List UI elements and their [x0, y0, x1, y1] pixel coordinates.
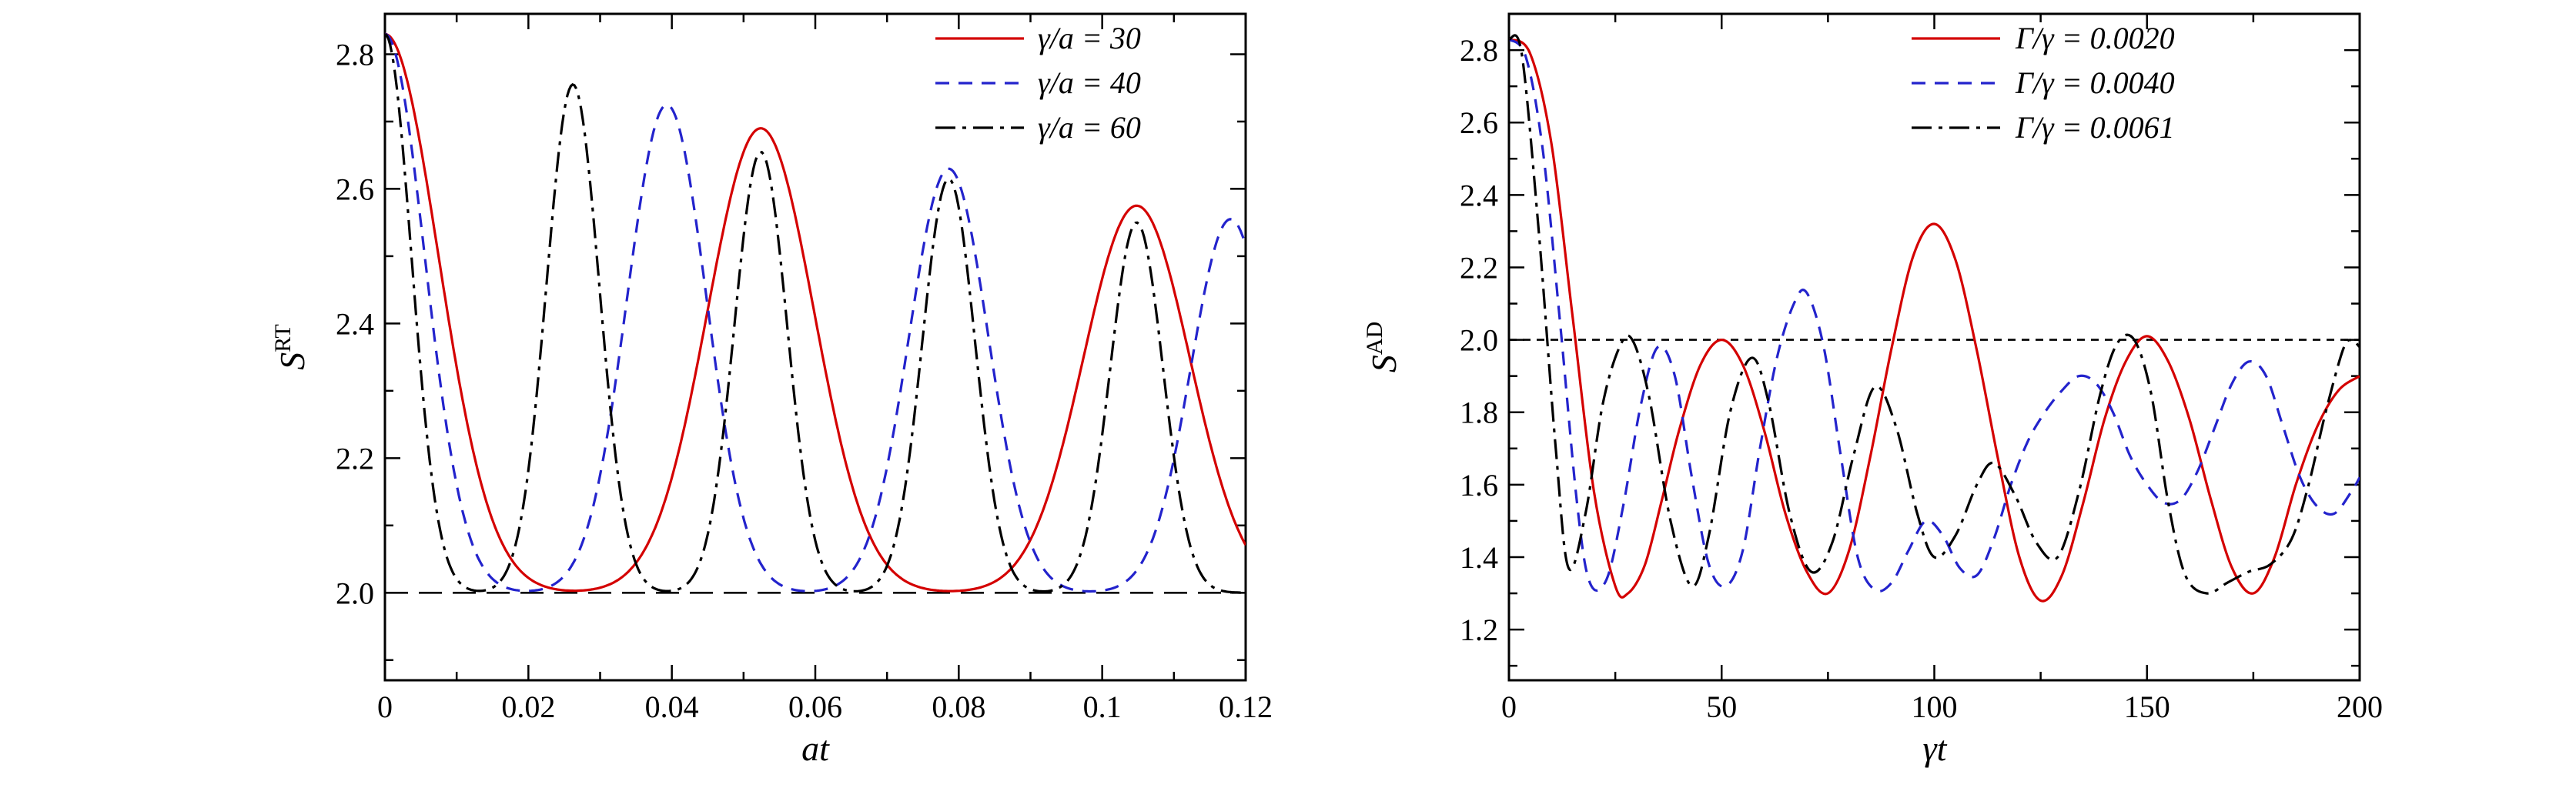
y-tick-label: 1.8 [1460, 396, 1498, 430]
x-axis-label: γt [1923, 729, 1948, 768]
x-tick-label: 0.06 [788, 690, 842, 724]
left-chart: 0 0.02 0.04 0.06 0.08 0.1 0.122.02.22.42.62.8 … [270, 12, 1273, 768]
legend-label-2: γ/a = 60 [1038, 110, 1141, 145]
x-tick-label: 0.1 [1083, 690, 1122, 724]
x-tick-label: 100 [1912, 690, 1958, 724]
x-tick-label: 0.12 [1219, 690, 1273, 724]
legend-label-1: γ/a = 40 [1038, 65, 1141, 100]
legend: γ/a = 30 γ/a = 40 γ/a = 60 [935, 21, 1141, 145]
legend-label-0: Γ/γ = 0.0020 [2015, 21, 2175, 55]
legend: Γ/γ = 0.0020 Γ/γ = 0.0040 Γ/γ = 0.0061 [1912, 21, 2175, 145]
x-axis-label: at [801, 729, 830, 768]
y-tick-label: 2.8 [1460, 33, 1498, 68]
legend-label-2: Γ/γ = 0.0061 [2015, 110, 2175, 145]
y-axis-label: SRT [270, 324, 312, 370]
y-axis-label-superscript: RT [270, 324, 296, 352]
x-tick-label: 0.02 [501, 690, 555, 724]
x-tick-label: 150 [2124, 690, 2170, 724]
y-tick-label: 2.4 [1460, 178, 1498, 212]
series-curve-2 [1509, 34, 2360, 595]
x-tick-label: 0.04 [645, 690, 699, 724]
y-axis-label-base: S [1364, 355, 1403, 372]
right-chart: 0 50 100 150 2001.21.41.61.82.02.22.42.62.8 … [1362, 12, 2383, 768]
x-tick-label: 0 [377, 690, 393, 724]
legend-label-1: Γ/γ = 0.0040 [2015, 65, 2175, 100]
series-curve-1 [1509, 38, 2360, 593]
y-tick-label: 1.4 [1460, 540, 1498, 575]
y-tick-label: 2.0 [1460, 323, 1498, 358]
y-axis-label: SAD [1362, 322, 1403, 372]
series-curve-0 [1509, 38, 2360, 603]
y-tick-label: 2.6 [1460, 105, 1498, 140]
y-tick-label: 2.4 [336, 306, 374, 341]
series-curve-2 [385, 32, 1246, 594]
legend-label-0: γ/a = 30 [1038, 21, 1141, 55]
y-tick-label: 2.8 [336, 37, 374, 72]
plot-generated: 0 50 100 150 200 1.2 1.4 1.6 1.8 2.0 2.2 2.4 2.6 2.8 [1460, 12, 2383, 724]
y-tick-label: 2.0 [336, 576, 374, 610]
y-tick-label: 1.2 [1460, 613, 1498, 647]
y-tick-label: 1.6 [1460, 468, 1498, 503]
x-tick-label: 50 [1706, 690, 1737, 724]
series-curve-1 [385, 32, 1246, 593]
y-tick-label: 2.2 [1460, 250, 1498, 285]
y-axis-label-superscript: AD [1362, 322, 1387, 355]
x-tick-label: 200 [2337, 690, 2383, 724]
y-tick-label: 2.6 [336, 172, 374, 206]
y-tick-label: 2.2 [336, 441, 374, 476]
series-curve-0 [385, 32, 1246, 593]
y-axis-label-base: S [273, 352, 312, 370]
x-tick-label: 0 [1501, 690, 1517, 724]
plot-generated: 0 0.02 0.04 0.06 0.08 0.1 0.12 2.0 2.2 2.4 2.6 2.8 [336, 12, 1273, 724]
x-tick-label: 0.08 [932, 690, 985, 724]
